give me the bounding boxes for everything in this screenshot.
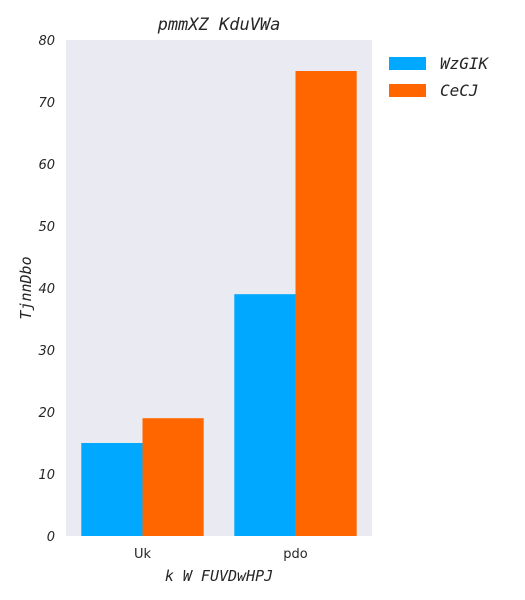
y-tick-label: 70 bbox=[38, 96, 55, 111]
y-tick-label: 50 bbox=[38, 220, 55, 235]
bars-group bbox=[81, 71, 357, 536]
y-axis-label: TjnnDbo bbox=[17, 256, 35, 319]
legend-swatch-CeCJ bbox=[389, 84, 426, 97]
bar-WzGIK-pdo bbox=[234, 294, 296, 536]
bar-CeCJ-Uk bbox=[142, 418, 204, 536]
y-tick-label: 10 bbox=[38, 468, 55, 483]
legend-swatch-WzGIK bbox=[389, 57, 426, 70]
bar-WzGIK-Uk bbox=[81, 443, 143, 536]
legend: WzGIK CeCJ bbox=[389, 54, 490, 100]
y-tick-label: 80 bbox=[38, 34, 55, 49]
y-tick-label: 40 bbox=[38, 282, 55, 297]
x-axis-label: k W FUVDwHPJ bbox=[165, 567, 273, 585]
x-axis-ticks: Uk pdo bbox=[134, 547, 308, 562]
bar-CeCJ-pdo bbox=[295, 71, 357, 536]
chart-title: pmmXZ KduVWa bbox=[157, 15, 281, 35]
y-tick-label: 20 bbox=[38, 406, 55, 421]
x-tick-label: pdo bbox=[283, 547, 308, 562]
x-tick-label: Uk bbox=[134, 547, 152, 562]
legend-label-WzGIK: WzGIK bbox=[440, 54, 490, 73]
legend-label-CeCJ: CeCJ bbox=[440, 81, 479, 100]
y-axis-ticks: 0 10 20 30 40 50 60 70 80 bbox=[38, 34, 55, 545]
y-tick-label: 0 bbox=[47, 530, 55, 545]
y-tick-label: 30 bbox=[38, 344, 55, 359]
y-tick-label: 60 bbox=[38, 158, 55, 173]
